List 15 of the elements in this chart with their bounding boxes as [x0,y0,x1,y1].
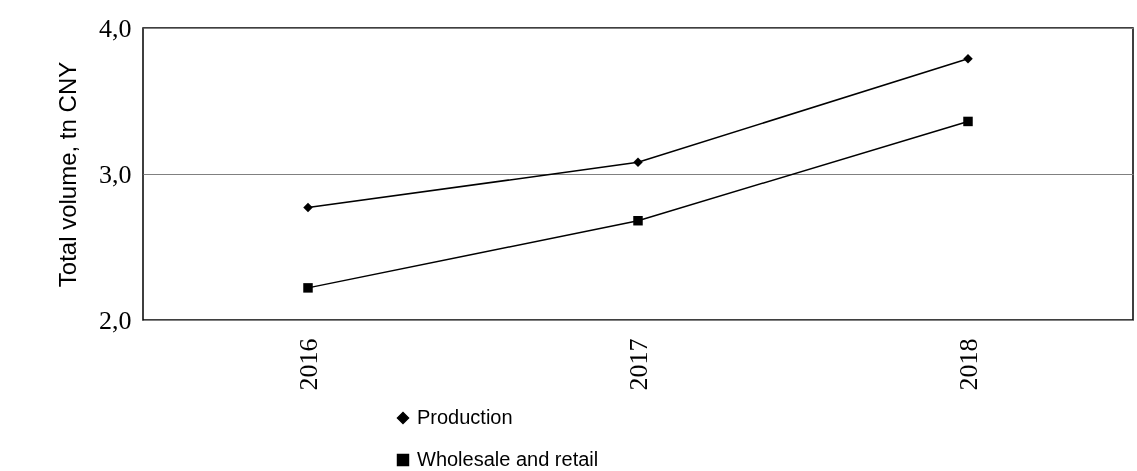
point [963,116,973,127]
point [303,202,313,213]
point [633,215,643,226]
legend-label: Production [417,406,513,428]
legend-label: Wholesale and retail [417,448,599,470]
point [963,53,973,64]
x-tick-label: 2016 [293,338,323,391]
point [303,283,313,293]
point [633,157,643,168]
x-tick-label: 2018 [953,338,983,391]
x-tick-label: 2017 [623,338,653,391]
y-axis-title: Total volume, tn CNY [54,61,81,288]
y-tick-label: 3,0 [99,159,132,189]
y-tick-label: 2,0 [99,305,132,335]
y-tick-label: 4,0 [99,13,132,43]
